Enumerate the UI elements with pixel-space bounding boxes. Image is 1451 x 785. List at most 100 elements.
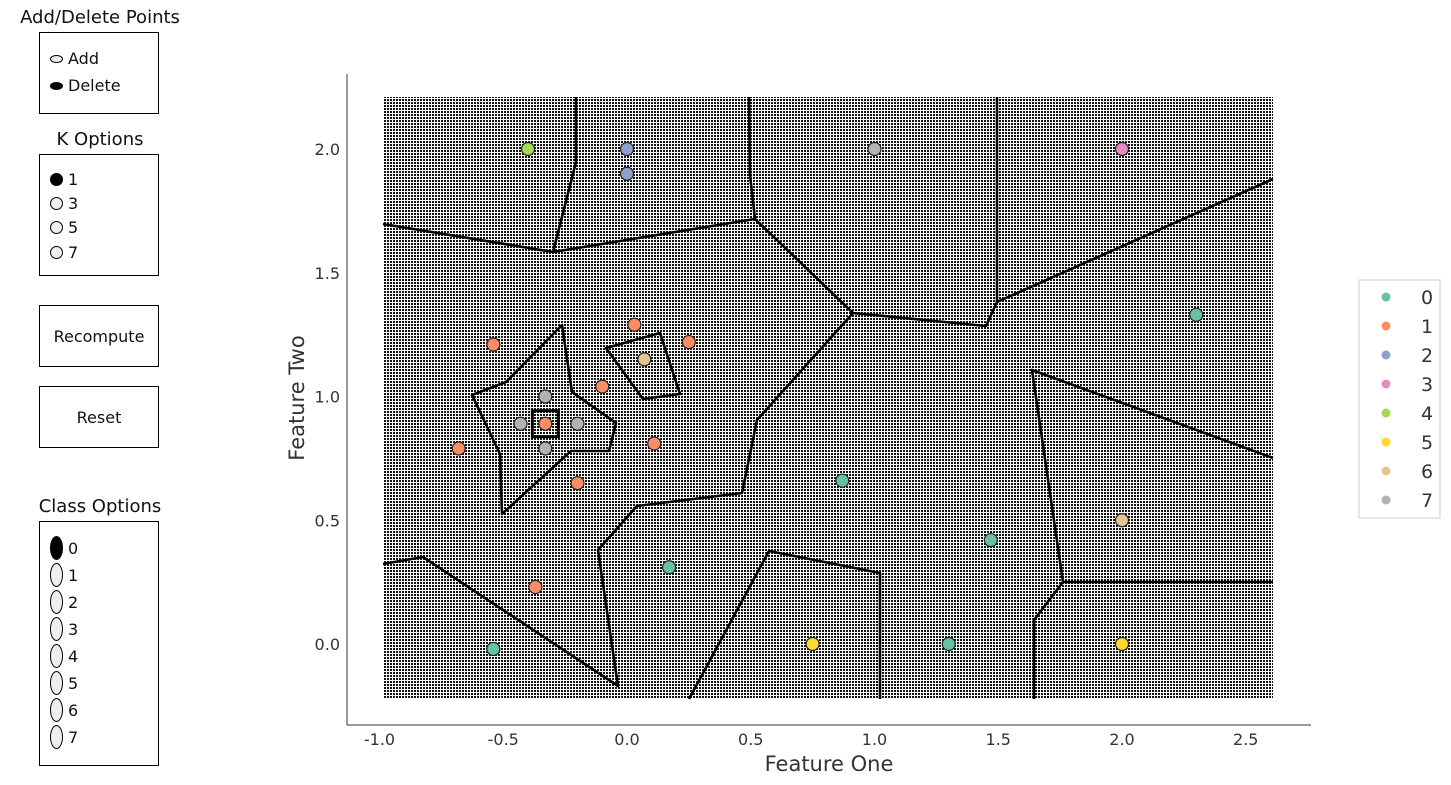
data-point-class-7[interactable] — [867, 141, 882, 157]
delete-radio-icon[interactable] — [50, 81, 63, 90]
k-option-1[interactable]: 1 — [50, 170, 78, 189]
class-options-radio-group[interactable]: 0 1 2 3 4 5 6 7 — [39, 521, 159, 766]
k1-radio-icon[interactable] — [50, 173, 63, 186]
data-point-class-1[interactable] — [647, 436, 662, 451]
y-tick-label: 1.0 — [315, 388, 340, 407]
class4-radio-icon[interactable] — [50, 644, 63, 668]
class7-label: 7 — [68, 727, 79, 747]
reset-button[interactable]: Reset — [39, 386, 159, 448]
class2-radio-icon[interactable] — [50, 590, 63, 614]
boundary-line — [687, 549, 882, 700]
legend-label: 3 — [1421, 374, 1433, 396]
data-point-class-0[interactable] — [835, 473, 850, 488]
legend-label: 7 — [1421, 490, 1433, 512]
data-point-class-2[interactable] — [619, 166, 635, 181]
legend-marker — [1381, 495, 1391, 505]
legend-marker — [1381, 321, 1391, 331]
data-point-class-0[interactable] — [1189, 307, 1204, 322]
data-point-class-1[interactable] — [681, 334, 696, 350]
data-points — [451, 141, 1204, 657]
class6-radio-icon[interactable] — [50, 698, 63, 722]
class-option-6[interactable]: 6 — [50, 698, 78, 722]
k7-radio-icon[interactable] — [50, 246, 63, 259]
data-point-class-0[interactable] — [661, 560, 677, 575]
class7-radio-icon[interactable] — [50, 725, 63, 749]
data-point-class-5[interactable] — [1114, 636, 1130, 652]
data-point-class-0[interactable] — [941, 636, 956, 652]
class0-label: 0 — [68, 538, 79, 558]
data-point-class-1[interactable] — [528, 579, 543, 595]
data-point-class-7[interactable] — [513, 416, 528, 431]
data-point-class-4[interactable] — [520, 141, 536, 157]
k5-radio-icon[interactable] — [50, 221, 63, 234]
k-option-7[interactable]: 7 — [50, 243, 78, 262]
data-point-class-2[interactable] — [619, 141, 635, 157]
class-option-7[interactable]: 7 — [50, 725, 78, 749]
data-point-class-1[interactable] — [486, 337, 501, 352]
data-point-class-1[interactable] — [570, 476, 585, 491]
x-tick-label: 1.5 — [986, 730, 1011, 749]
data-point-class-5[interactable] — [805, 636, 820, 652]
data-point-class-1[interactable] — [538, 416, 553, 431]
legend-marker — [1381, 466, 1391, 476]
recompute-button[interactable]: Recompute — [39, 305, 159, 367]
k-option-3[interactable]: 3 — [50, 194, 78, 213]
data-point-class-1[interactable] — [627, 317, 642, 332]
legend-box — [1358, 279, 1441, 519]
add-option[interactable]: Add — [50, 49, 99, 68]
boundary-line — [996, 177, 1274, 304]
k-options-title: K Options — [56, 129, 144, 150]
k3-radio-icon[interactable] — [50, 197, 63, 210]
x-tick-label: 0.0 — [614, 730, 639, 749]
data-point-class-0[interactable] — [486, 641, 501, 657]
k-options-radio-group[interactable]: 1 3 5 7 — [39, 154, 159, 276]
class0-radio-icon[interactable] — [50, 536, 63, 560]
legend-label: 2 — [1421, 345, 1433, 367]
legend-label: 1 — [1421, 316, 1433, 338]
class3-radio-icon[interactable] — [50, 617, 63, 641]
data-point-class-1[interactable] — [451, 441, 466, 456]
class6-label: 6 — [68, 700, 79, 720]
class-option-1[interactable]: 1 — [50, 563, 78, 587]
legend-label: 6 — [1421, 461, 1433, 483]
data-point-class-7[interactable] — [570, 416, 585, 431]
data-point-class-0[interactable] — [983, 532, 998, 548]
x-tick-label: -1.0 — [364, 730, 395, 749]
delete-option[interactable]: Delete — [50, 76, 121, 95]
class-option-0[interactable]: 0 — [50, 536, 78, 560]
add-radio-icon[interactable] — [50, 54, 63, 63]
class2-label: 2 — [68, 592, 79, 612]
boundary-line — [1032, 581, 1065, 699]
data-point-class-7[interactable] — [538, 441, 553, 456]
legend-marker — [1381, 408, 1391, 418]
k1-label: 1 — [68, 170, 79, 189]
k-option-5[interactable]: 5 — [50, 218, 78, 237]
boundary-line — [470, 323, 618, 516]
y-tick-label: 1.5 — [315, 264, 340, 283]
class-option-5[interactable]: 5 — [50, 671, 78, 695]
legend-marker — [1381, 379, 1391, 389]
data-point-class-7[interactable] — [538, 389, 553, 404]
class-option-2[interactable]: 2 — [50, 590, 78, 614]
legend-label: 0 — [1421, 287, 1433, 309]
add-delete-radio-group[interactable]: Add Delete — [39, 32, 159, 114]
data-point-class-3[interactable] — [1114, 141, 1130, 157]
class1-radio-icon[interactable] — [50, 563, 63, 587]
plot-axes: -1.0 -0.5 0.0 0.5 1.0 1.5 2.0 2.5 0.0 0.5 1.0 1.5 2.… — [315, 74, 1311, 749]
y-tick-label: 0.0 — [315, 635, 340, 654]
class1-label: 1 — [68, 565, 79, 585]
class-option-4[interactable]: 4 — [50, 644, 78, 668]
data-point-class-6[interactable] — [1114, 513, 1130, 528]
class5-radio-icon[interactable] — [50, 671, 63, 695]
data-point-class-1[interactable] — [595, 379, 610, 394]
region-grid-texture — [383, 97, 1273, 699]
y-axis-label: Feature Two — [285, 335, 309, 460]
y-tick-label: 2.0 — [315, 140, 340, 159]
data-point-class-6[interactable] — [637, 352, 652, 367]
legend-marker — [1381, 292, 1391, 302]
legend: 0 1 2 3 4 5 6 7 — [1358, 279, 1441, 519]
class-option-3[interactable]: 3 — [50, 617, 78, 641]
legend-marker — [1381, 350, 1391, 360]
add-delete-title: Add/Delete Points — [20, 7, 180, 28]
